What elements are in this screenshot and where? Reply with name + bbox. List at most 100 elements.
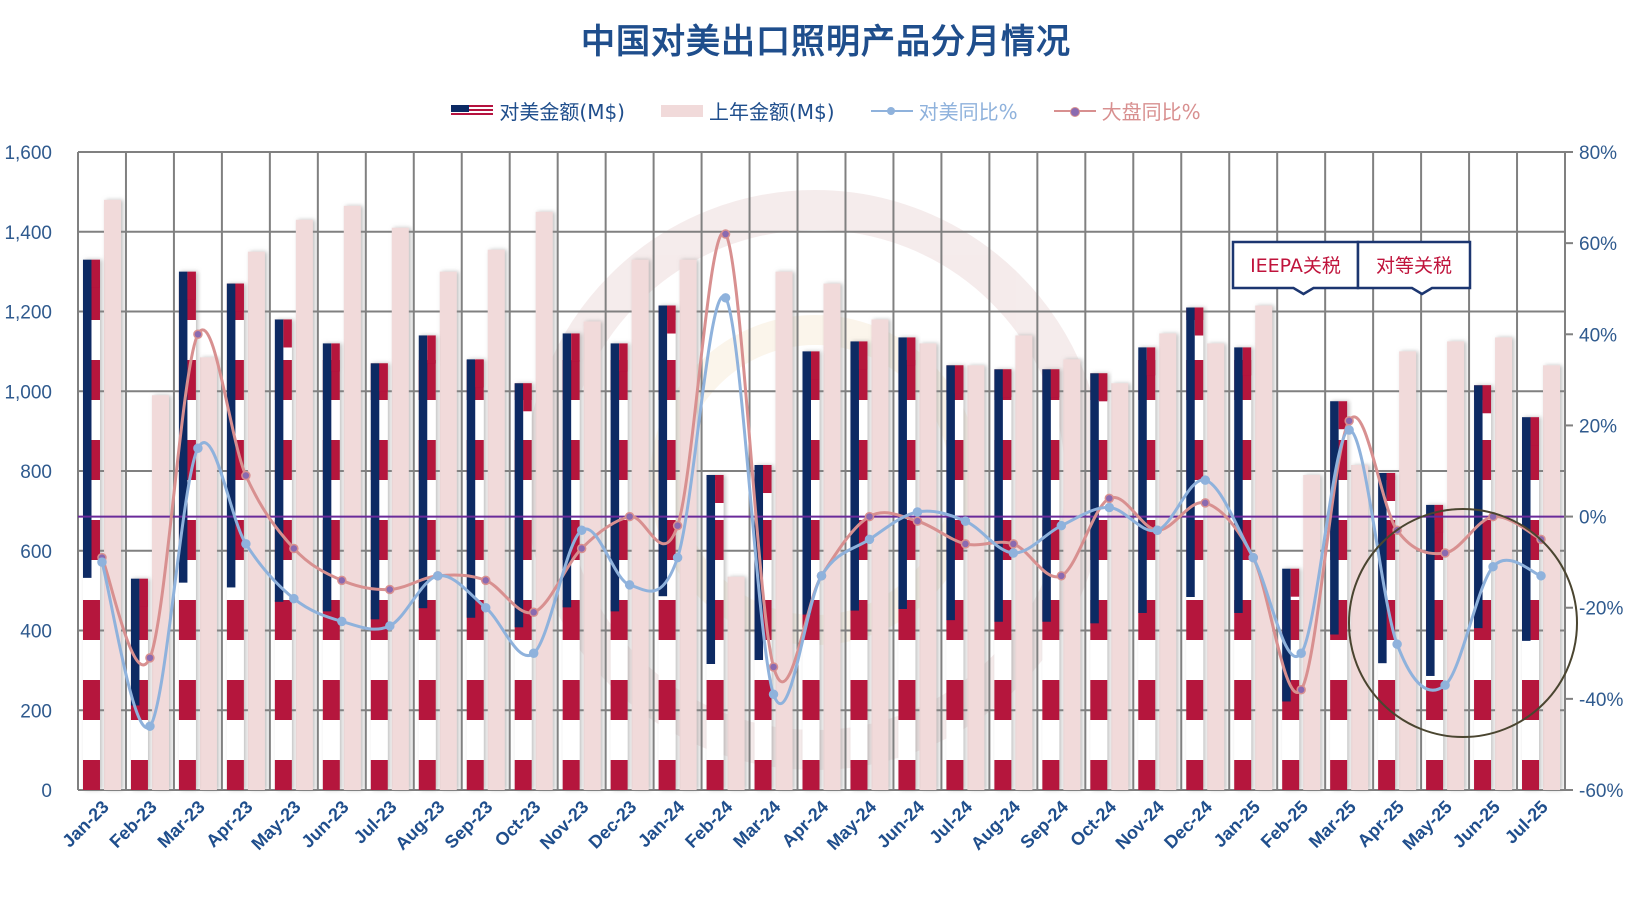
us-yoy-point: [97, 557, 107, 567]
bar-canton: [1090, 373, 1099, 624]
bar-canton: [1234, 347, 1243, 613]
total-yoy-point: [960, 539, 971, 549]
bar-prior-year: [1495, 337, 1513, 790]
bar-canton: [130, 578, 140, 706]
legend-item-us-yoy[interactable]: 对美同比%: [870, 96, 1018, 125]
bar-stripe-top: [187, 271, 196, 300]
bar-canton: [466, 359, 476, 618]
legend-label: 上年金额(M$): [708, 100, 835, 124]
total-yoy-point: [480, 575, 491, 586]
legend-item-us-amount[interactable]: 对美金额(M$): [451, 96, 625, 125]
bar-prior-year: [1063, 359, 1081, 790]
bar-stripe-top: [1002, 369, 1012, 398]
total-yoy-point: [385, 584, 395, 595]
x-tick-label: Apr-23: [202, 797, 256, 851]
bar-canton: [562, 333, 572, 608]
bar-canton: [370, 363, 380, 620]
x-tick-label: Apr-24: [778, 797, 832, 851]
us-yoy-point: [193, 443, 203, 453]
bar-us-amount: [898, 337, 916, 790]
bar-prior-year: [1351, 465, 1369, 790]
bar-canton: [994, 369, 1003, 622]
x-tick-label: Nov-24: [1112, 797, 1169, 854]
total-yoy-point: [145, 653, 155, 663]
total-yoy-point: [912, 516, 923, 526]
bar-canton: [226, 283, 236, 588]
bar-us-amount: [130, 578, 148, 790]
us-yoy-point: [912, 507, 923, 517]
total-yoy-point: [337, 575, 347, 586]
callout-label: IEEPA关税: [1250, 255, 1341, 277]
us-yoy-point: [672, 552, 683, 563]
bar-stripe-top: [1386, 472, 1396, 501]
total-yoy-point: [1200, 498, 1210, 508]
bar-prior-year: [103, 199, 121, 791]
bar-prior-year: [199, 357, 217, 790]
bar-prior-year: [487, 249, 505, 791]
x-tick-label: Jan-23: [58, 797, 112, 851]
legend-item-prior-year[interactable]: 上年金额(M$): [660, 96, 835, 125]
bar-canton: [274, 319, 284, 602]
legend-label: 对美金额(M$): [499, 100, 625, 124]
bar-stripe-top: [763, 465, 772, 494]
bar-prior-year: [967, 365, 985, 790]
x-tick-label: Nov-23: [536, 797, 593, 854]
x-tick-label: Dec-23: [585, 797, 641, 853]
bar-us-amount: [1090, 373, 1108, 790]
us-yoy-point: [1536, 571, 1546, 581]
bar-stripe-top: [283, 319, 292, 348]
us-yoy-point: [1248, 552, 1258, 563]
x-tick-label: Sep-23: [441, 797, 497, 853]
bar-prior-year: [1543, 365, 1561, 790]
lines: [97, 229, 1546, 731]
bar-prior-year: [583, 321, 601, 790]
total-yoy-point: [1104, 493, 1115, 504]
bar-us-amount: [1234, 347, 1252, 790]
total-yoy-point: [241, 470, 251, 481]
us-yoy-point: [1008, 548, 1019, 558]
bar-canton: [1138, 347, 1147, 613]
legend-item-total-yoy[interactable]: 大盘同比%: [1053, 96, 1201, 125]
callout-ieepa-tariff: IEEPA关税: [1231, 240, 1360, 296]
bar-canton: [514, 383, 524, 628]
y-tick-label: 0: [41, 781, 52, 802]
x-tick-label: Aug-23: [391, 797, 448, 854]
bar-us-amount: [1138, 347, 1156, 790]
y-tick-label: 1,200: [4, 303, 52, 324]
bar-prior-year: [151, 395, 169, 790]
bar-us-amount: [82, 259, 100, 791]
bar-canton: [658, 305, 668, 597]
y2-tick-label: 0%: [1579, 508, 1607, 529]
total-yoy-point: [1008, 539, 1019, 549]
us-yoy-point: [241, 539, 251, 549]
bar-stripe-top: [858, 341, 868, 370]
bar-prior-year: [295, 219, 313, 791]
total-yoy-point: [289, 543, 299, 554]
bar-prior-year: [727, 576, 745, 790]
bar-us-amount: [610, 343, 628, 790]
bar-stripe-top: [1050, 369, 1060, 398]
x-tick-label: Jan-25: [1210, 797, 1264, 851]
callout-box: [1356, 240, 1472, 296]
bar-stripe-top: [1482, 385, 1492, 414]
us-yoy-point: [1296, 648, 1306, 659]
x-tick-label: May-25: [1399, 797, 1456, 854]
us-yoy-point: [1392, 639, 1402, 649]
x-tick-label: Mar-24: [729, 797, 784, 852]
bar-stripe-top: [139, 578, 148, 607]
x-tick-label: Mar-25: [1305, 797, 1360, 852]
y2-tick-label: -40%: [1579, 690, 1623, 711]
us-yoy-point: [624, 580, 635, 590]
bar-canton: [706, 474, 716, 664]
chart-title: 中国对美出口照明产品分月情况: [581, 22, 1071, 62]
bar-prior-year: [535, 211, 553, 790]
x-tick-label: Jun-25: [1449, 797, 1504, 852]
x-tick-label: Jun-23: [297, 797, 352, 852]
bar-stripe-top: [1290, 568, 1300, 597]
bar-prior-year: [1303, 474, 1321, 790]
bar-canton: [178, 271, 188, 583]
bar-prior-year: [1159, 333, 1177, 790]
bar-us-amount: [1522, 417, 1540, 790]
bar-prior-year: [1015, 335, 1033, 790]
us-yoy-point: [576, 525, 587, 535]
